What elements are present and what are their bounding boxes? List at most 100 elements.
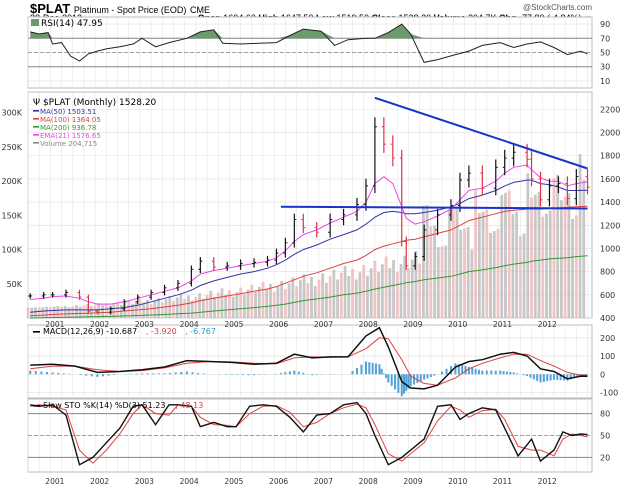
volume-bar <box>515 211 519 318</box>
x-tick-label: 2012 <box>538 477 557 486</box>
volume-bar <box>541 216 545 318</box>
macd-histogram-bar <box>505 371 508 375</box>
x-tick-label: 2010 <box>448 477 467 486</box>
volume-bar <box>354 279 358 318</box>
legend-swatch <box>33 126 39 128</box>
volume-bar <box>30 307 34 318</box>
volume-bar <box>239 287 243 318</box>
x-tick-label-price: 2004 <box>180 320 199 329</box>
macd-histogram-bar <box>433 374 436 376</box>
macd-histogram-bar <box>397 374 400 393</box>
volume-bar <box>451 208 455 318</box>
volume-bar <box>205 294 209 318</box>
trendline-support <box>280 205 588 210</box>
macd-histogram-bar <box>85 374 88 376</box>
macd-histogram-bar <box>549 374 552 381</box>
macd-histogram-bar <box>416 374 419 383</box>
volume-bar <box>75 305 78 318</box>
macd-histogram-bar <box>529 374 532 378</box>
y-tick-label: 200 <box>600 334 615 343</box>
volume-bar <box>399 263 403 318</box>
macd-histogram-bar <box>522 374 525 376</box>
macd-histogram-bar <box>236 374 239 375</box>
volume-bar <box>198 293 201 318</box>
volume-bar <box>492 231 496 318</box>
y-tick-label: 90 <box>600 20 610 29</box>
volume-bar <box>477 213 481 318</box>
volume-bar <box>410 259 414 318</box>
macd-histogram-bar <box>152 373 155 375</box>
macd-histogram-bar <box>107 374 110 376</box>
volume-bar <box>257 286 261 318</box>
volume-bar <box>168 296 172 318</box>
macd-histogram-bar <box>474 368 477 375</box>
macd-histogram-bar <box>454 363 457 375</box>
rsi-icon <box>31 19 39 26</box>
macd-histogram-bar <box>297 371 300 375</box>
volume-bar <box>567 193 571 318</box>
volume-bar <box>97 302 101 318</box>
y-tick-label: 1000 <box>600 244 620 253</box>
x-tick-label-price: 2011 <box>493 320 512 329</box>
x-tick-label: 2007 <box>314 477 333 486</box>
macd-histogram-bar <box>51 372 54 375</box>
symbol-title: $PLAT Platinum - Spot Price (EOD) CME <box>30 1 210 16</box>
macd-histogram-bar <box>288 371 291 375</box>
volume-bar <box>421 205 425 318</box>
macd-histogram-bar <box>387 374 390 383</box>
macd-line <box>30 326 588 390</box>
volume-bar <box>522 233 526 318</box>
macd-histogram-bar <box>360 364 363 375</box>
y-tick-label: -100 <box>600 389 618 398</box>
legend-entry: MA(200) 936.78 <box>40 124 96 132</box>
macd-histogram-bar <box>253 374 256 376</box>
volume-bar <box>392 260 395 318</box>
macd-title-part: , -3.920 <box>146 327 177 336</box>
volume-bar <box>71 306 75 318</box>
y-tick-label: 80 <box>600 410 610 419</box>
volume-bar <box>52 306 56 318</box>
volume-bar <box>321 273 325 318</box>
legend-entry: EMA(21) 1576.65 <box>40 132 101 140</box>
macd-histogram-bar <box>542 374 545 382</box>
macd-histogram-bar <box>556 374 559 380</box>
volume-bar <box>500 194 504 318</box>
legend-entry: Volume 204,715 <box>40 140 97 148</box>
ema21-line <box>30 164 588 305</box>
volume-bar <box>235 292 239 318</box>
y-tick-label: 0 <box>600 370 605 379</box>
volume-bar <box>511 214 515 318</box>
volume-bar <box>433 225 436 318</box>
volume-bar <box>533 194 537 318</box>
volume-bar <box>48 307 52 318</box>
sto-d-line <box>30 403 588 464</box>
volume-bar <box>302 274 306 318</box>
macd-histogram-bar <box>426 374 429 379</box>
macd-title-part: MACD(12,26,9) -10.687 <box>43 327 137 336</box>
copyright: @StockCharts.com <box>522 3 592 12</box>
macd-histogram-bar <box>394 374 397 390</box>
volume-bar <box>395 271 399 318</box>
macd-histogram-bar <box>135 373 138 375</box>
macd-histogram-bar <box>457 364 460 375</box>
x-tick-label: 2005 <box>224 477 243 486</box>
ticker: $PLAT <box>30 1 71 16</box>
volume-bar <box>489 232 492 318</box>
volume-bar <box>246 289 250 318</box>
volume-bar <box>530 197 533 318</box>
macd-histogram-bar <box>241 374 244 376</box>
macd-histogram-bar <box>566 374 569 381</box>
macd-legend-swatch <box>33 331 40 333</box>
volume-bar <box>496 229 500 318</box>
macd-histogram-bar <box>293 370 296 375</box>
x-tick-label-price: 2009 <box>403 320 422 329</box>
macd-histogram-bar <box>315 374 318 375</box>
volume-bar <box>127 300 131 318</box>
volume-tick-label: 250K <box>1 143 22 152</box>
ma50-line <box>30 179 588 313</box>
macd-histogram-bar <box>477 369 480 375</box>
volume-bar <box>444 245 448 318</box>
macd-histogram-bar <box>157 373 160 375</box>
x-tick-label-price: 2005 <box>224 320 243 329</box>
